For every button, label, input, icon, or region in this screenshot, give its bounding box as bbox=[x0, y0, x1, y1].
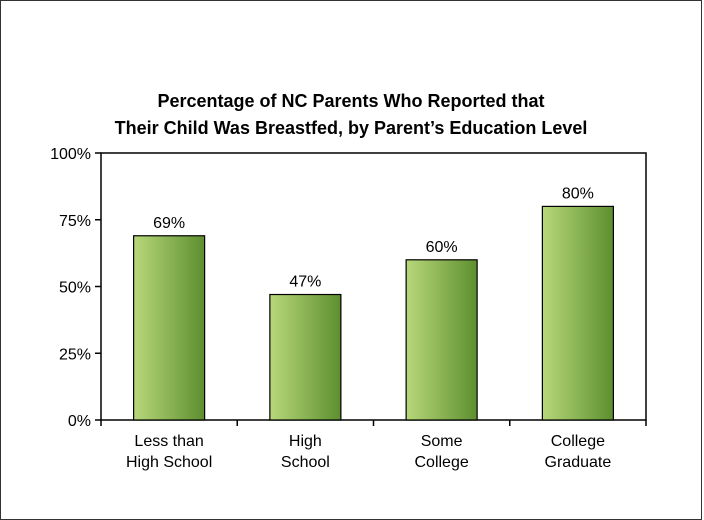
y-tick-label: 75% bbox=[59, 213, 91, 230]
x-category-label: College bbox=[551, 433, 605, 450]
x-category-label: School bbox=[281, 454, 330, 471]
bars bbox=[133, 205, 614, 421]
y-tick-label: 25% bbox=[59, 346, 91, 363]
bar-data-label: 47% bbox=[289, 274, 321, 291]
x-category-label: Graduate bbox=[545, 454, 612, 471]
x-category-label: College bbox=[414, 454, 468, 471]
y-tick-label: 100% bbox=[50, 146, 91, 163]
bar bbox=[133, 235, 206, 421]
bar-data-label: 80% bbox=[562, 185, 594, 202]
x-axis: Less than High School High School Some Colleg… bbox=[100, 420, 647, 471]
bar-data-label: 60% bbox=[426, 239, 458, 256]
chart-title-line-1: Percentage of NC Parents Who Reported th… bbox=[157, 91, 544, 111]
y-tick-label: 50% bbox=[59, 280, 91, 297]
bar-data-label: 69% bbox=[153, 215, 185, 232]
x-category-label: Some bbox=[421, 433, 463, 450]
bar bbox=[405, 259, 478, 421]
data-labels: 69% 47% 60% 80% bbox=[153, 185, 594, 290]
bar bbox=[269, 293, 342, 421]
x-category-label: High bbox=[289, 433, 322, 450]
x-category-label: High School bbox=[126, 454, 212, 471]
y-tick-label: 0% bbox=[68, 413, 91, 430]
chart-title-line-2: Their Child Was Breastfed, by Parent’s E… bbox=[115, 118, 588, 138]
bar bbox=[541, 205, 614, 421]
y-axis: 0% 25% 50% 75% 100% bbox=[50, 146, 101, 430]
x-category-label: Less than bbox=[134, 433, 203, 450]
